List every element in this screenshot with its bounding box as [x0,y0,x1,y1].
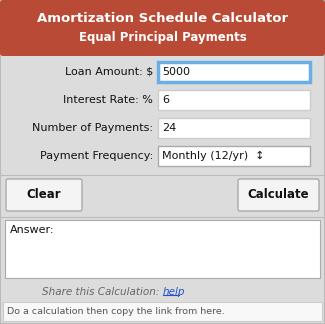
Text: help: help [162,287,185,297]
Bar [158,146,310,166]
Text: 24: 24 [162,123,176,133]
Text: Number of Payments:: Number of Payments: [32,123,153,133]
Text: Clear: Clear [27,189,61,202]
Text: 5000: 5000 [162,67,190,77]
FancyBboxPatch shape [6,179,82,211]
Text: 6: 6 [162,95,169,105]
Text: Interest Rate: %: Interest Rate: % [63,95,153,105]
Text: Payment Frequency:: Payment Frequency: [40,151,153,161]
Text: Do a calculation then copy the link from here.: Do a calculation then copy the link from… [7,307,225,316]
Text: Amortization Schedule Calculator: Amortization Schedule Calculator [37,13,288,26]
Text: Monthly (12/yr)  ↕: Monthly (12/yr) ↕ [162,151,265,161]
FancyBboxPatch shape [238,179,319,211]
Text: Loan Amount: $: Loan Amount: $ [65,67,153,77]
Text: Calculate: Calculate [248,189,309,202]
FancyBboxPatch shape [0,0,325,56]
Text: Equal Principal Payments: Equal Principal Payments [79,30,246,43]
Bar [158,90,310,110]
Text: Share this Calculation:: Share this Calculation: [42,287,162,297]
Bar [158,118,310,138]
Text: Answer:: Answer: [10,225,55,235]
Bar [158,62,310,82]
Bar [5,220,320,278]
Bar [3,302,322,321]
